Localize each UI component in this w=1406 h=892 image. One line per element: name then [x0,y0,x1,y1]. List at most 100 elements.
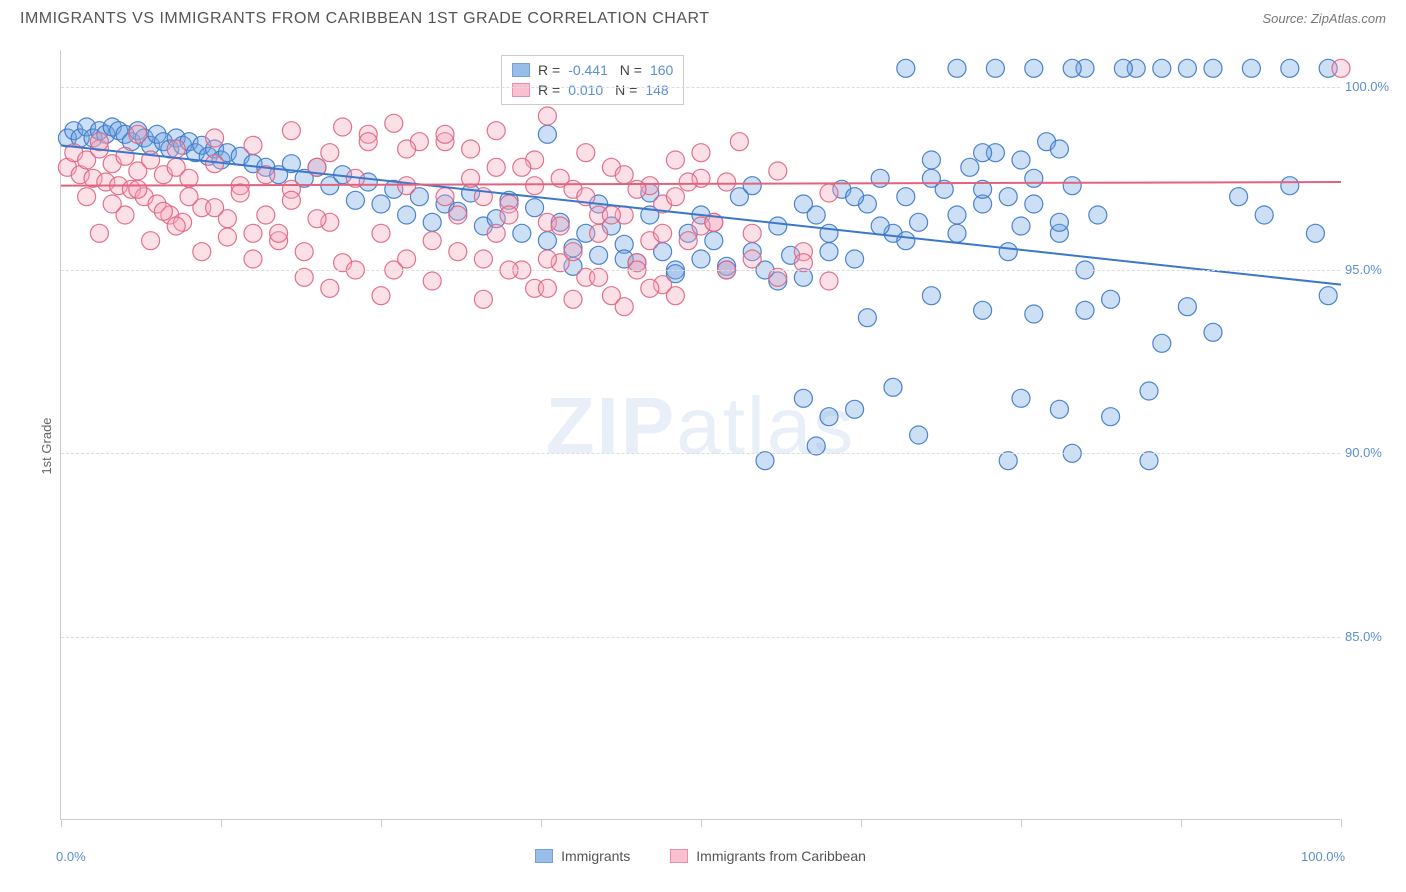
scatter-point [769,217,787,235]
x-tick [221,819,222,827]
scatter-point [820,224,838,242]
scatter-point [206,129,224,147]
scatter-point [974,301,992,319]
legend-r-val-0: -0.441 [568,62,608,78]
x-tick [1021,819,1022,827]
scatter-point [615,298,633,316]
scatter-point [1076,301,1094,319]
scatter-point [1050,140,1068,158]
legend-n-label-1: N = [611,82,637,98]
scatter-point [538,232,556,250]
legend-row-1: R = 0.010 N = 148 [512,80,673,100]
legend-swatch-1 [512,83,530,97]
legend-r-label-1: R = [538,82,560,98]
scatter-point [897,59,915,77]
scatter-point [321,279,339,297]
scatter-point [948,206,966,224]
scatter-point [385,114,403,132]
grid-line [61,87,1340,88]
scatter-point [538,125,556,143]
scatter-point [538,107,556,125]
scatter-point [692,250,710,268]
scatter-point [449,206,467,224]
scatter-point [769,268,787,286]
scatter-point [538,250,556,268]
scatter-point [334,118,352,136]
scatter-point [436,125,454,143]
scatter-point [372,224,390,242]
x-tick [541,819,542,827]
scatter-point [1140,452,1158,470]
scatter-point [679,173,697,191]
scatter-point [551,217,569,235]
legend-n-val-0: 160 [650,62,673,78]
scatter-point [244,224,262,242]
scatter-point [295,243,313,261]
scatter-point [820,272,838,290]
scatter-point [218,228,236,246]
scatter-point [807,437,825,455]
scatter-point [718,173,736,191]
scatter-point [922,151,940,169]
scatter-point [858,309,876,327]
scatter-point [398,206,416,224]
scatter-point [1050,213,1068,231]
scatter-point [986,59,1004,77]
scatter-point [487,122,505,140]
scatter-point [538,279,556,297]
chart-title: IMMIGRANTS VS IMMIGRANTS FROM CARIBBEAN … [20,10,710,28]
scatter-point [257,206,275,224]
scatter-point [103,195,121,213]
scatter-point [846,188,864,206]
scatter-point [743,250,761,268]
scatter-point [1230,188,1248,206]
plot-area: ZIPatlas R = -0.441 N = 160 R = 0.010 N … [60,50,1340,820]
scatter-point [1063,177,1081,195]
scatter-point [487,158,505,176]
scatter-point [1050,400,1068,418]
scatter-point [180,188,198,206]
scatter-point [1025,305,1043,323]
scatter-point [372,287,390,305]
scatter-point [1319,287,1337,305]
scatter-point [282,122,300,140]
scatter-point [654,224,672,242]
x-tick [1181,819,1182,827]
scatter-point [398,250,416,268]
scatter-point [922,169,940,187]
scatter-point [590,246,608,264]
scatter-point [666,188,684,206]
scatter-point [423,272,441,290]
y-tick-label: 90.0% [1345,445,1400,460]
scatter-point [526,177,544,195]
scatter-point [564,290,582,308]
scatter-point [1012,389,1030,407]
y-tick-label: 95.0% [1345,262,1400,277]
scatter-point [487,224,505,242]
scatter-point [78,188,96,206]
scatter-point [474,290,492,308]
scatter-point [999,188,1017,206]
scatter-point [436,188,454,206]
source-prefix: Source: [1262,11,1310,26]
scatter-point [948,59,966,77]
scatter-point [910,213,928,231]
scatter-point [999,243,1017,261]
scatter-point [769,162,787,180]
scatter-point [90,224,108,242]
scatter-point [423,213,441,231]
scatter-point [1025,169,1043,187]
y-axis-label: 1st Grade [39,417,54,474]
x-tick [701,819,702,827]
scatter-point [743,177,761,195]
scatter-point [1140,382,1158,400]
legend-bottom-label-0: Immigrants [561,848,630,864]
scatter-point [500,206,518,224]
scatter-point [1204,59,1222,77]
scatter-point [346,191,364,209]
scatter-point [846,250,864,268]
scatter-point [1281,59,1299,77]
scatter-point [666,151,684,169]
scatter-point [705,232,723,250]
scatter-point [1242,59,1260,77]
